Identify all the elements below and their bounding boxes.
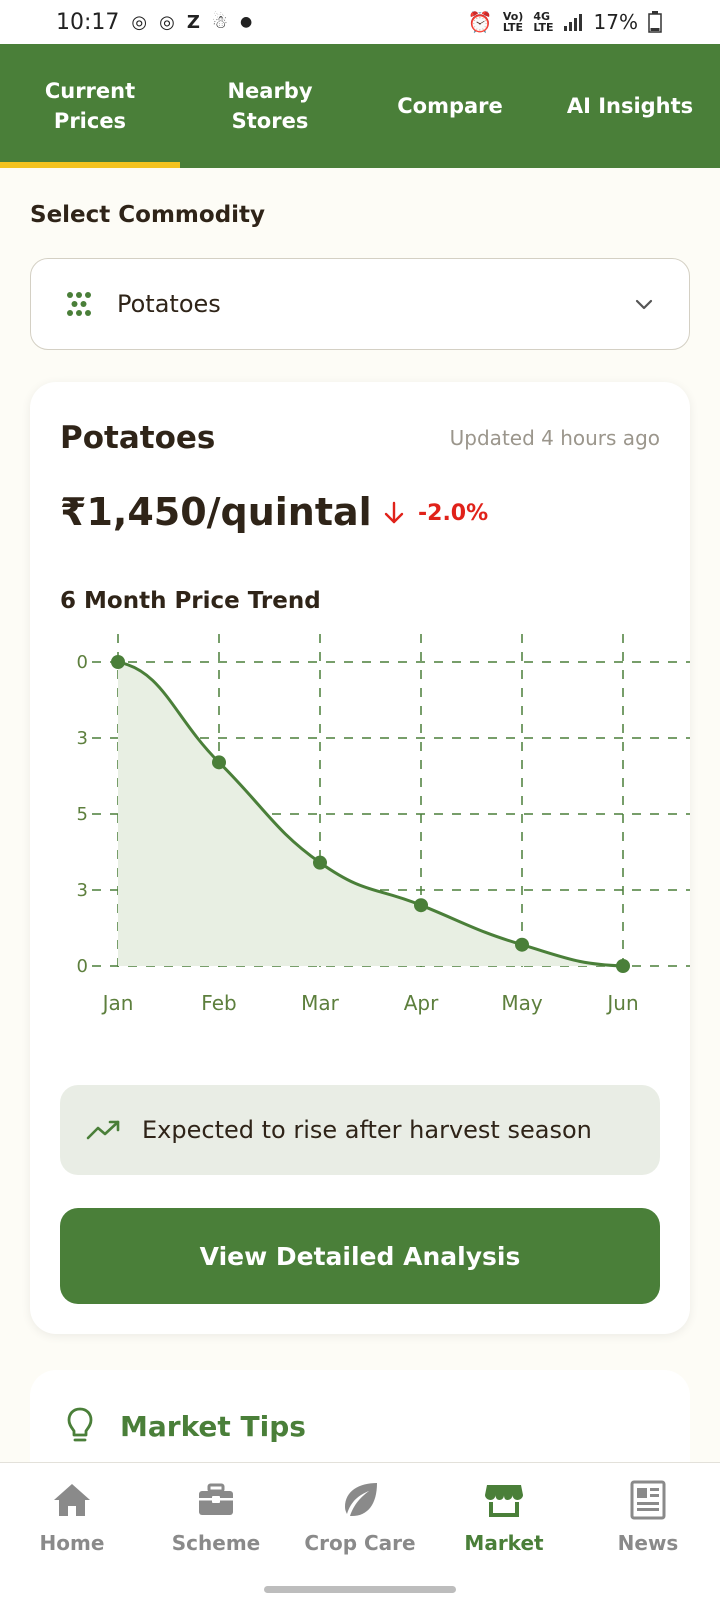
price-trend-chart: 0 3 5 3 0 Jan Feb Mar Apr May Jun <box>52 634 690 1044</box>
data-point <box>313 855 327 870</box>
market-tips-card: Market Tips <box>30 1370 690 1470</box>
arrow-down-icon <box>384 501 404 524</box>
home-icon <box>54 1484 90 1516</box>
instagram-icon: ◎ <box>159 11 175 33</box>
status-bar: 10:17 ◎ ◎ Z ☃ ● ⏰ Vo) LTE 4G LTE 17% <box>0 0 720 44</box>
y-tick-label: 5 <box>77 804 88 825</box>
tab-compare[interactable]: Compare <box>360 44 540 168</box>
bottom-nav: Home Scheme Crop Care Market <box>0 1462 720 1600</box>
trending-up-icon <box>86 1120 120 1140</box>
data-point <box>111 655 125 669</box>
instagram-icon: ◎ <box>131 11 148 33</box>
y-tick-label: 3 <box>77 728 88 749</box>
x-tick-label: May <box>501 991 543 1015</box>
x-tick-label: Apr <box>404 991 439 1015</box>
commodity-dropdown[interactable]: Potatoes <box>30 258 690 350</box>
x-tick-label: Jan <box>101 991 134 1015</box>
data-point <box>212 755 226 770</box>
y-tick-label: 0 <box>77 956 88 977</box>
y-tick-label: 3 <box>77 880 88 901</box>
view-detailed-analysis-button[interactable]: View Detailed Analysis <box>60 1208 660 1304</box>
trend-title: 6 Month Price Trend <box>60 588 321 614</box>
tab-label: AI Insights <box>566 94 694 118</box>
network-4g-icon: 4G LTE <box>533 10 554 34</box>
x-tick-label: Mar <box>301 991 340 1015</box>
alarm-icon: ⏰ <box>467 10 493 34</box>
dot-icon: ● <box>240 14 253 30</box>
battery-icon <box>648 11 662 33</box>
nav-label: Market <box>464 1531 544 1555</box>
nav-scheme[interactable]: Scheme <box>144 1463 288 1600</box>
x-tick-label: Feb <box>201 991 236 1015</box>
select-commodity-label: Select Commodity <box>30 202 266 228</box>
data-point <box>616 959 630 973</box>
leaf-icon <box>345 1483 377 1517</box>
nav-label: Home <box>39 1531 105 1555</box>
insight-box: Expected to rise after harvest season <box>60 1085 660 1175</box>
price-trend-chart-svg: 0 3 5 3 0 Jan Feb Mar Apr May Jun <box>77 634 690 1015</box>
nav-news[interactable]: News <box>576 1463 720 1600</box>
store-icon <box>485 1485 523 1517</box>
status-right: ⏰ Vo) LTE 4G LTE 17% <box>468 10 662 34</box>
snowman-icon: ☃ <box>211 11 229 33</box>
updated-timestamp: Updated 4 hours ago <box>449 426 660 450</box>
area-fill <box>118 662 623 966</box>
top-tab-bar: Current Prices Nearby Stores Compare AI … <box>0 44 720 168</box>
price-change-badge: -2.0% <box>382 500 488 526</box>
tab-current-prices[interactable]: Current Prices <box>0 44 180 168</box>
nav-label: Crop Care <box>304 1531 416 1555</box>
tab-nearby-stores[interactable]: Nearby Stores <box>180 44 360 168</box>
commodity-title: Potatoes <box>60 420 216 456</box>
volte-icon: Vo) LTE <box>502 10 524 34</box>
tab-label: Compare <box>397 94 503 118</box>
status-left: 10:17 ◎ ◎ Z ☃ ● <box>56 10 252 35</box>
tab-ai-insights[interactable]: AI Insights <box>540 44 720 168</box>
home-indicator[interactable] <box>264 1586 456 1593</box>
lightbulb-icon <box>67 1407 93 1442</box>
current-price: ₹1,450/quintal <box>60 490 372 534</box>
market-tips-title: Market Tips <box>120 1410 306 1443</box>
commodity-selected-value: Potatoes <box>117 290 221 318</box>
newspaper-icon <box>630 1480 666 1520</box>
data-point <box>515 937 529 952</box>
grain-icon <box>67 292 91 316</box>
insight-text: Expected to rise after harvest season <box>142 1116 592 1144</box>
nav-home[interactable]: Home <box>0 1463 144 1600</box>
nav-market[interactable]: Market <box>432 1463 576 1600</box>
nav-crop-care[interactable]: Crop Care <box>288 1463 432 1600</box>
x-tick-label: Jun <box>605 991 638 1015</box>
tab-label: Nearby Stores <box>227 79 313 133</box>
nav-label: Scheme <box>171 1531 261 1555</box>
briefcase-icon <box>199 1483 233 1515</box>
status-time: 10:17 <box>56 9 120 35</box>
signal-icon <box>563 14 582 31</box>
nav-label: News <box>617 1531 679 1555</box>
price-card: Potatoes Updated 4 hours ago ₹1,450/quin… <box>30 382 690 1334</box>
price-change-value: -2.0% <box>418 500 489 526</box>
tab-label: Current Prices <box>44 79 136 133</box>
chevron-down-icon <box>635 299 653 310</box>
battery-percent: 17% <box>593 10 638 34</box>
y-tick-label: 0 <box>77 652 88 673</box>
data-point <box>414 898 428 913</box>
z-app-icon: Z <box>186 11 200 33</box>
